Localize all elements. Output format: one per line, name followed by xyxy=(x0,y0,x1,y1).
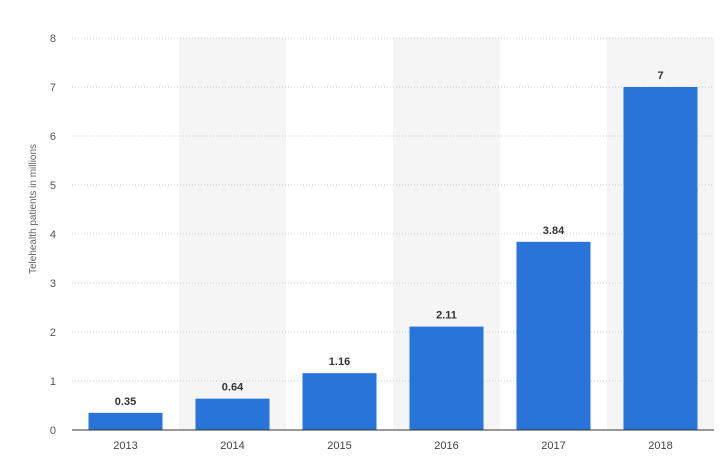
bar-2016 xyxy=(409,326,484,430)
x-axis-ticks: 2013 2014 2015 2016 2017 2018 xyxy=(113,440,672,452)
bar-2013 xyxy=(88,412,163,430)
bar-2015 xyxy=(302,373,377,430)
data-label: 7 xyxy=(657,70,663,82)
data-label: 0.35 xyxy=(115,396,136,408)
x-tick-label: 2017 xyxy=(541,440,565,452)
y-tick-label: 7 xyxy=(50,82,56,94)
x-tick-label: 2014 xyxy=(220,440,244,452)
gridlines xyxy=(72,37,714,382)
bars xyxy=(88,87,698,430)
data-label: 1.16 xyxy=(329,356,350,368)
bar-2018 xyxy=(623,87,698,430)
x-tick-label: 2016 xyxy=(434,440,458,452)
bar-2017 xyxy=(516,241,591,430)
y-axis-ticks: 0 1 2 3 4 5 6 7 8 xyxy=(50,33,56,437)
y-tick-label: 3 xyxy=(50,278,56,290)
bar-2014 xyxy=(195,398,270,430)
x-tick-label: 2013 xyxy=(113,440,137,452)
x-tick-label: 2015 xyxy=(327,440,351,452)
y-tick-label: 4 xyxy=(50,229,56,241)
y-tick-label: 6 xyxy=(50,131,56,143)
y-tick-label: 8 xyxy=(50,33,56,45)
x-tick-label: 2018 xyxy=(648,440,672,452)
y-tick-label: 1 xyxy=(50,376,56,388)
data-label: 0.64 xyxy=(222,382,244,394)
background-band xyxy=(179,38,286,430)
data-labels: 0.35 0.64 1.16 2.11 3.84 7 xyxy=(115,70,664,408)
data-label: 2.11 xyxy=(436,310,457,322)
y-axis-title: Telehealth patients in millions xyxy=(28,144,39,274)
y-tick-label: 2 xyxy=(50,327,56,339)
data-label: 3.84 xyxy=(543,225,565,237)
y-tick-label: 0 xyxy=(50,425,56,437)
y-tick-label: 5 xyxy=(50,180,56,192)
